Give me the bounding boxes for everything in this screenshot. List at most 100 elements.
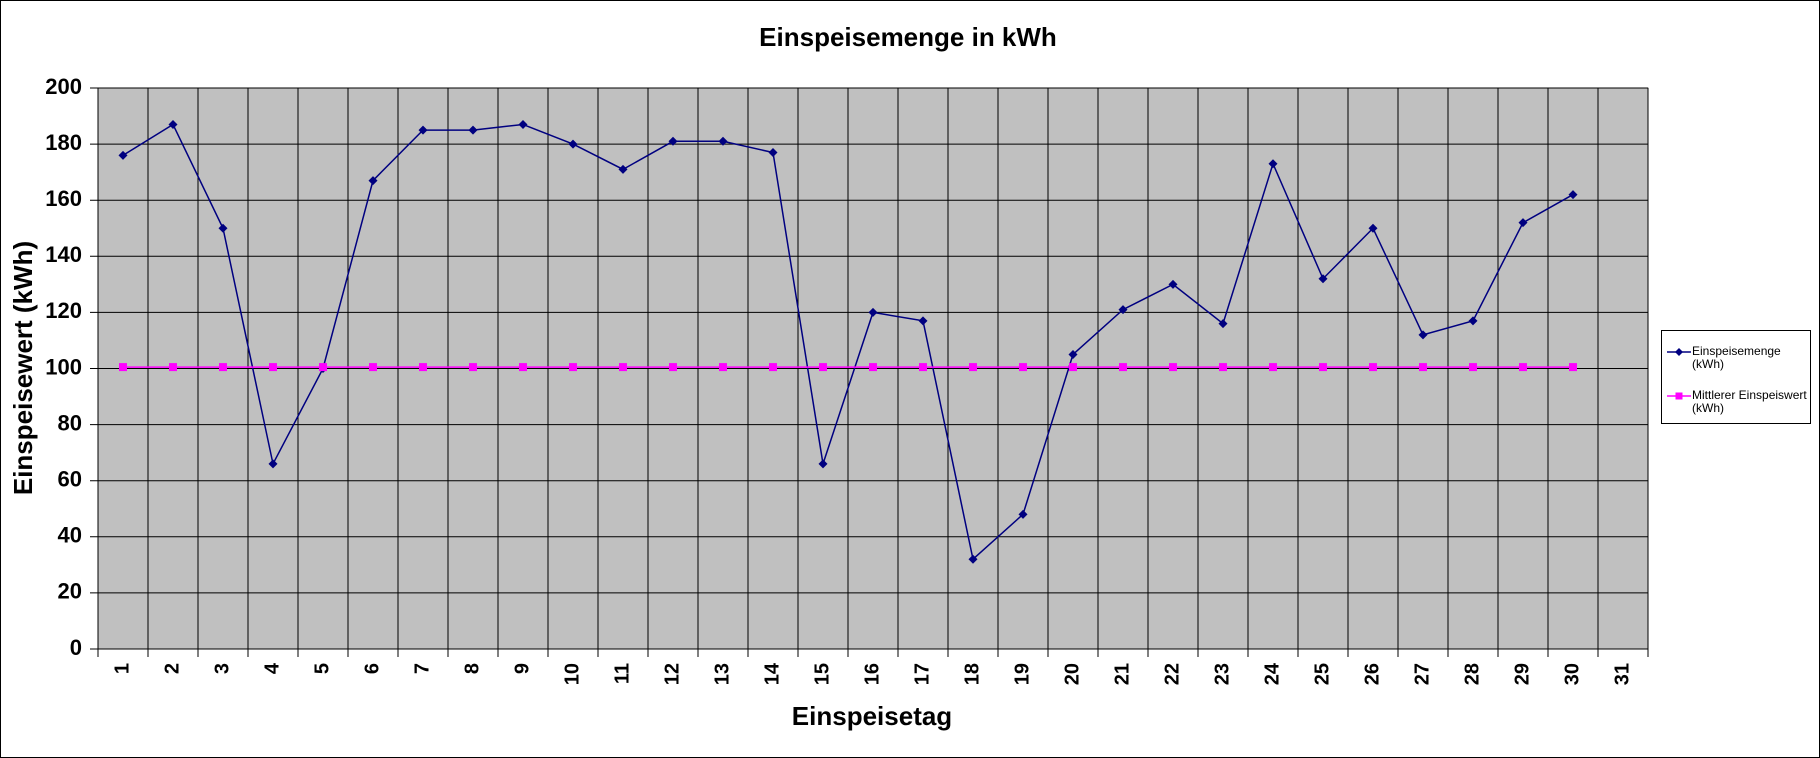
data-point [1068, 349, 1078, 359]
x-tick-label: 22 [1161, 663, 1183, 685]
x-tick-label: 25 [1311, 663, 1333, 685]
legend-marker [1675, 392, 1683, 400]
data-point [1268, 159, 1278, 169]
x-tick-label: 11 [611, 663, 633, 684]
data-point [969, 363, 977, 372]
legend: Einspeisemenge (kWh) Mittlerer Einspeiswe… [1661, 330, 1811, 424]
y-tick-label: 180 [45, 130, 82, 155]
y-tick-label: 200 [45, 74, 82, 99]
data-point [219, 363, 227, 372]
x-tick-label: 29 [1511, 663, 1533, 685]
data-point [118, 150, 128, 160]
data-point [1419, 363, 1427, 372]
data-point [869, 363, 877, 372]
x-tick-label: 28 [1461, 663, 1483, 685]
data-point [218, 223, 228, 233]
x-tick-label: 9 [511, 663, 533, 674]
y-tick-label: 60 [58, 467, 82, 492]
data-point [419, 363, 427, 372]
data-point [818, 459, 828, 469]
x-tick-label: 30 [1561, 663, 1583, 685]
data-point [1318, 274, 1328, 284]
legend-swatch [1667, 392, 1691, 400]
x-tick-label: 23 [1211, 663, 1233, 685]
x-tick-label: 12 [661, 663, 683, 685]
data-point [269, 363, 277, 372]
y-tick-label: 120 [45, 298, 82, 323]
y-tick-label: 100 [45, 354, 82, 379]
data-point [1368, 223, 1378, 233]
legend-item: Einspeisemenge (kWh) [1666, 345, 1810, 371]
x-tick-label: 14 [761, 662, 783, 685]
data-point [1269, 363, 1277, 372]
data-point [1568, 190, 1578, 200]
data-point [1468, 316, 1478, 326]
data-point [568, 139, 578, 149]
x-tick-label: 26 [1361, 663, 1383, 685]
y-tick-label: 40 [58, 523, 82, 548]
data-point [719, 363, 727, 372]
x-tick-label: 8 [461, 663, 483, 674]
data-point [819, 363, 827, 372]
data-point [1418, 330, 1428, 340]
data-point [119, 363, 127, 372]
data-point [1168, 279, 1178, 289]
data-point [618, 164, 628, 174]
data-point [968, 554, 978, 564]
x-tick-label: 20 [1061, 663, 1083, 685]
data-point [769, 363, 777, 372]
data-point [1469, 363, 1477, 372]
legend-label: Einspeisemenge (kWh) [1692, 344, 1781, 371]
legend-swatch [1667, 348, 1691, 356]
data-point [169, 363, 177, 372]
data-point [418, 125, 428, 135]
y-axis-label: Einspeisewert (kWh) [8, 241, 38, 495]
data-point [1218, 319, 1228, 329]
data-point [768, 148, 778, 158]
legend-item: Mittlerer Einspeiswert (kWh) [1666, 389, 1810, 415]
x-tick-label: 5 [311, 663, 333, 674]
data-point [1118, 305, 1128, 315]
data-point [619, 363, 627, 372]
data-point [468, 125, 478, 135]
x-axis-label: Einspeisetag [792, 701, 952, 731]
data-point [1369, 363, 1377, 372]
data-point [569, 363, 577, 372]
legend-label: Mittlerer Einspeiswert (kWh) [1692, 388, 1807, 415]
x-tick-label: 1 [111, 663, 133, 674]
x-tick-label: 16 [861, 663, 883, 685]
data-point [718, 136, 728, 146]
x-tick-label: 31 [1611, 663, 1633, 685]
x-tick-label: 24 [1261, 662, 1283, 685]
data-point [918, 316, 928, 326]
x-tick-label: 13 [711, 663, 733, 685]
x-tick-label: 21 [1111, 663, 1133, 685]
x-tick-label: 18 [961, 663, 983, 685]
x-tick-label: 15 [811, 663, 833, 685]
data-point [1518, 218, 1528, 228]
y-tick-label: 80 [58, 410, 82, 435]
data-point [368, 176, 378, 186]
y-tick-label: 140 [45, 242, 82, 267]
data-point [1018, 509, 1028, 519]
x-tick-label: 27 [1411, 663, 1433, 685]
data-point [168, 119, 178, 129]
chart-title: Einspeisemenge in kWh [759, 22, 1057, 52]
x-tick-label: 3 [211, 663, 233, 674]
data-point [1019, 363, 1027, 372]
data-point [669, 363, 677, 372]
y-tick-label: 160 [45, 186, 82, 211]
x-tick-label: 17 [911, 663, 933, 685]
x-tick-label: 7 [411, 663, 433, 674]
data-point [518, 119, 528, 129]
data-point [1569, 363, 1577, 372]
y-tick-label: 20 [58, 579, 82, 604]
data-point [519, 363, 527, 372]
x-tick-label: 4 [261, 662, 283, 674]
data-point [1519, 363, 1527, 372]
data-point [868, 307, 878, 317]
data-point [469, 363, 477, 372]
x-tick-label: 2 [161, 663, 183, 674]
